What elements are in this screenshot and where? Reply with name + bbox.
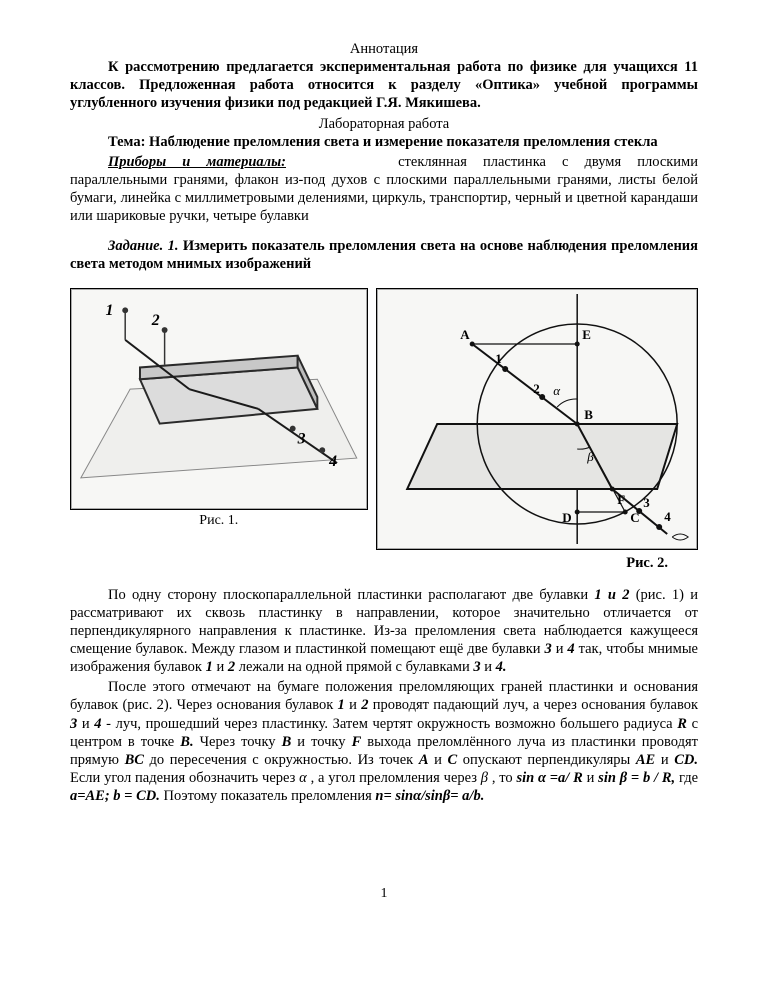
task-block: Задание. 1. Измерить показатель преломле… <box>70 237 698 273</box>
body-paragraph-2: После этого отмечают на бумаге положения… <box>70 678 698 805</box>
svg-text:α: α <box>553 383 561 398</box>
svg-text:3: 3 <box>643 495 650 510</box>
topic-text: Наблюдение преломления света и измерение… <box>149 134 658 150</box>
document-page: Аннотация К рассмотрению предлагается эк… <box>0 0 768 923</box>
figures-row: 1 2 3 4 Рис. 1. <box>70 288 698 572</box>
svg-text:4: 4 <box>328 453 337 470</box>
figure-2-caption: Рис. 2. <box>376 554 698 572</box>
svg-text:F: F <box>617 492 625 507</box>
svg-text:2: 2 <box>533 381 540 396</box>
svg-text:β: β <box>586 449 594 464</box>
svg-text:B: B <box>584 407 593 422</box>
tools-line: Приборы и материалы: стеклянная пластинк… <box>70 153 698 226</box>
svg-text:1: 1 <box>105 302 113 319</box>
body-paragraph-1: По одну сторону плоскопараллельной пласт… <box>70 586 698 677</box>
svg-text:3: 3 <box>297 430 306 447</box>
tools-label: Приборы и материалы: <box>70 154 286 170</box>
svg-text:D: D <box>562 510 571 525</box>
svg-text:E: E <box>582 327 591 342</box>
annotation-body: К рассмотрению предлагается эксперимента… <box>70 58 698 112</box>
svg-text:C: C <box>630 510 639 525</box>
figure-2-wrap: A E B F C D 1 2 3 4 α β Рис. 2. <box>376 288 698 572</box>
annotation-heading: Аннотация <box>70 40 698 58</box>
lab-topic: Тема: Наблюдение преломления света и изм… <box>108 133 698 151</box>
svg-text:4: 4 <box>664 509 671 524</box>
figure-1: 1 2 3 4 <box>70 288 368 510</box>
svg-text:1: 1 <box>495 351 502 366</box>
figure-1-wrap: 1 2 3 4 Рис. 1. <box>70 288 368 572</box>
lab-heading: Лабораторная работа <box>70 115 698 133</box>
page-number: 1 <box>70 885 698 903</box>
svg-text:A: A <box>460 327 470 342</box>
figure-1-svg: 1 2 3 4 <box>71 289 367 509</box>
topic-label: Тема: <box>108 134 149 150</box>
task-label: Задание. 1. <box>70 238 183 254</box>
figure-2: A E B F C D 1 2 3 4 α β <box>376 288 698 550</box>
svg-text:2: 2 <box>151 312 160 329</box>
figure-2-svg: A E B F C D 1 2 3 4 α β <box>377 289 697 549</box>
figure-1-caption: Рис. 1. <box>70 512 368 530</box>
